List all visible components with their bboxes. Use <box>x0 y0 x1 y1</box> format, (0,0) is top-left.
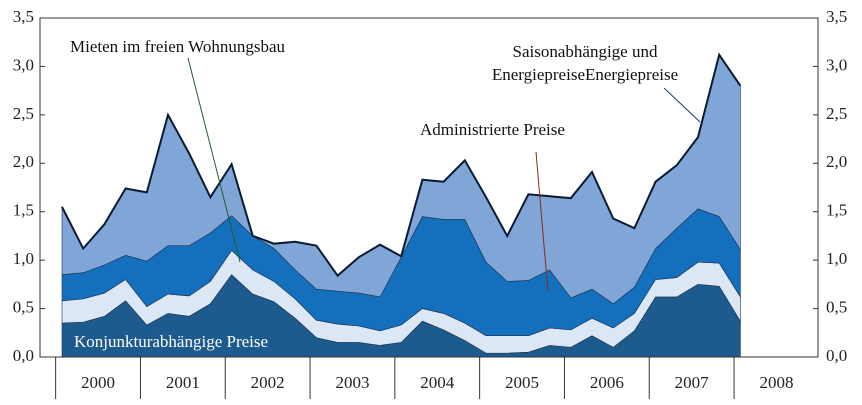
y-tick-label: 3,5 <box>13 7 34 26</box>
leader-line <box>535 151 549 293</box>
y2-tick-label: 1,0 <box>826 249 847 268</box>
y2-tick-label: 2,0 <box>826 152 847 171</box>
series-label: Administrierte Preise <box>420 120 565 139</box>
x-tick-label: 2004 <box>420 373 455 392</box>
y-tick-label: 0,0 <box>13 346 34 365</box>
areas <box>61 52 742 358</box>
x-tick-label: 2005 <box>505 373 539 392</box>
plot-frame <box>39 17 819 358</box>
y2-tick-label: 0,5 <box>826 297 847 316</box>
x-tick-label: 2001 <box>166 373 200 392</box>
leader-line <box>187 57 241 263</box>
y2-tick-label: 1,5 <box>826 201 847 220</box>
x-tick-label: 2007 <box>675 373 710 392</box>
y-tick-label: 2,5 <box>13 104 34 123</box>
series-label: Konjunkturabhängige Preise <box>74 332 269 351</box>
y-tick-label: 1,0 <box>13 249 34 268</box>
leader-line <box>663 87 701 123</box>
x-tick-label: 2006 <box>590 373 624 392</box>
series-label: Mieten im freien Wohnungsbau <box>70 37 286 56</box>
y2-tick-label: 2,5 <box>826 104 847 123</box>
x-tick-label: 2008 <box>759 373 793 392</box>
x-tick-label: 2000 <box>81 373 115 392</box>
x-tick-label: 2002 <box>251 373 285 392</box>
y-tick-label: 2,0 <box>13 152 34 171</box>
y-tick-label: 0,5 <box>13 297 34 316</box>
y2-tick-label: 3,5 <box>826 7 847 26</box>
y-tick-label: 3,0 <box>13 55 34 74</box>
y-tick-label: 1,5 <box>13 201 34 220</box>
total-outline <box>61 52 742 278</box>
y2-tick-label: 0,0 <box>826 346 847 365</box>
x-tick-label: 2003 <box>335 373 369 392</box>
y2-tick-label: 3,0 <box>826 55 847 74</box>
series-label: Saisonabhängige und EnergiepreiseEnergie… <box>491 42 679 84</box>
